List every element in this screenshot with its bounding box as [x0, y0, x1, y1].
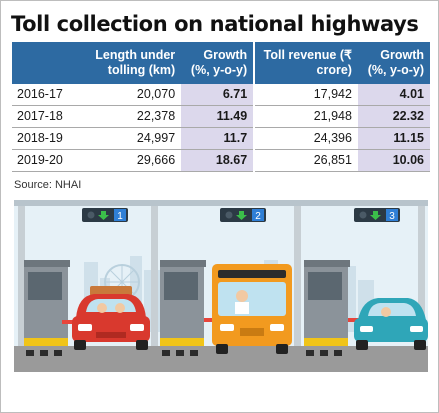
- source-note: Source: NHAI: [14, 179, 82, 191]
- cell-year: 2019-20: [12, 149, 83, 172]
- table-row: 2018-19 24,997 11.7 24,396 11.15: [12, 127, 430, 150]
- green-arrow-icon: [236, 211, 247, 220]
- orange-bus: [212, 264, 292, 354]
- teal-car: [354, 298, 428, 350]
- header-length-growth: Growth (%, y-o-y): [181, 42, 256, 84]
- roof-luggage: [90, 286, 132, 296]
- canopy-beam: [14, 200, 428, 206]
- road-stripes: [26, 350, 342, 356]
- lane-number-2: 2: [255, 211, 261, 222]
- table-header-row: Length under tolling (km) Growth (%, y-o…: [12, 42, 430, 84]
- lane-signal-3: 3: [354, 208, 400, 222]
- lane-number-3: 3: [389, 211, 395, 222]
- cell-revenue: 26,851: [254, 149, 358, 172]
- header-revenue: Toll revenue (₹ crore): [254, 42, 358, 84]
- lane-signal-1: 1: [82, 208, 128, 222]
- cell-revenue: 24,396: [254, 127, 358, 150]
- cell-length: 22,378: [82, 105, 182, 128]
- cell-length-growth: 6.71: [181, 84, 256, 106]
- toll-table: Length under tolling (km) Growth (%, y-o…: [12, 42, 430, 172]
- toll-booth-3: [304, 260, 350, 346]
- lane-signal-2: 2: [220, 208, 266, 222]
- table-row: 2017-18 22,378 11.49 21,948 22.32: [12, 105, 430, 128]
- cell-length-growth: 18.67: [181, 149, 256, 172]
- header-length: Length under tolling (km): [82, 42, 182, 84]
- cell-length-growth: 11.7: [181, 127, 256, 150]
- toll-booth-1: [24, 260, 70, 346]
- header-year: [12, 42, 83, 84]
- cell-revenue: 21,948: [254, 105, 358, 128]
- cell-length: 29,666: [82, 149, 182, 172]
- cell-revenue-growth: 4.01: [357, 84, 430, 106]
- cell-year: 2017-18: [12, 105, 83, 128]
- toll-plaza-illustration: 1 2 3: [14, 200, 428, 372]
- header-revenue-growth: Growth (%, y-o-y): [357, 42, 430, 84]
- red-car: [72, 286, 150, 350]
- cell-revenue: 17,942: [254, 84, 358, 106]
- cell-revenue-growth: 11.15: [357, 127, 430, 150]
- cell-year: 2018-19: [12, 127, 83, 150]
- toll-booth-2: [160, 260, 206, 346]
- lane-number-1: 1: [117, 211, 123, 222]
- green-arrow-icon: [98, 211, 109, 220]
- canopy-pillars: [18, 206, 425, 346]
- cell-length: 20,070: [82, 84, 182, 106]
- cell-revenue-growth: 22.32: [357, 105, 430, 128]
- cell-revenue-growth: 10.06: [357, 149, 430, 172]
- green-arrow-icon: [370, 211, 381, 220]
- cell-length: 24,997: [82, 127, 182, 150]
- table-row: 2019-20 29,666 18.67 26,851 10.06: [12, 149, 430, 172]
- cell-year: 2016-17: [12, 84, 83, 106]
- page-title: Toll collection on national highways: [11, 12, 419, 36]
- table-row: 2016-17 20,070 6.71 17,942 4.01: [12, 84, 430, 106]
- bus-driver: [236, 290, 248, 302]
- cell-length-growth: 11.49: [181, 105, 256, 128]
